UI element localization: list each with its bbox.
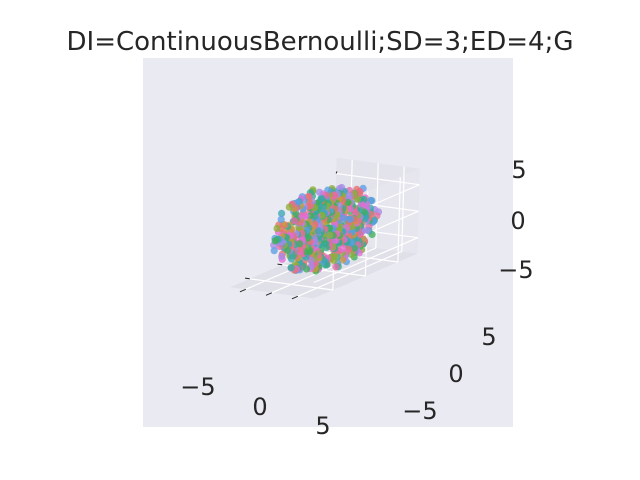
x-tick-label-3: 5 <box>315 412 330 440</box>
x-tick-label-2: 0 <box>252 393 267 421</box>
scatter-point <box>284 246 292 255</box>
scatter-point <box>290 217 298 225</box>
scatter-point <box>368 197 376 205</box>
scatter-point <box>287 264 295 272</box>
scatter-point <box>326 231 334 239</box>
scatter-point <box>278 209 286 217</box>
scatter-point <box>315 188 323 196</box>
x-tick-mark <box>265 292 272 296</box>
chart-title: DI=ContinuousBernoulli;SD=3;ED=4;G <box>67 27 574 57</box>
y-tick-label-2: 0 <box>448 360 463 388</box>
scatter-point <box>314 227 322 235</box>
x-tick-mark <box>239 288 246 293</box>
scatter-point <box>338 245 346 253</box>
scatter-point <box>330 237 338 245</box>
scatter-point <box>287 255 296 263</box>
x-tick-mark <box>291 295 298 300</box>
z-tick-label-2: 0 <box>510 207 525 235</box>
scatter-point <box>278 252 286 260</box>
scatter-point <box>346 215 354 223</box>
tick-group: −5 0 5 −5 0 5 −5 0 5 <box>180 156 533 440</box>
scatter-point <box>301 212 309 220</box>
scatter-point <box>271 237 279 245</box>
grid-line-z-back <box>336 172 420 186</box>
scatter-point <box>277 215 285 223</box>
scatter-point <box>273 224 281 232</box>
scatter-points <box>270 183 383 275</box>
z-tick-mark <box>335 171 338 174</box>
scatter-point <box>307 257 315 265</box>
y-tick-label-1: −5 <box>402 397 437 425</box>
z-tick-label-1: −5 <box>498 256 533 284</box>
scatter-point <box>270 247 278 255</box>
scatter-point <box>344 198 352 207</box>
scatter-point <box>330 256 338 264</box>
scatter-point <box>332 263 340 271</box>
z-tick-label-3: 5 <box>511 156 526 184</box>
y-tick-label-3: 5 <box>481 323 496 351</box>
y-tick-mark <box>244 277 250 280</box>
y-tick-mark <box>277 263 283 266</box>
scatter-point <box>339 214 347 222</box>
grid-line-y-left <box>397 177 401 263</box>
x-tick-label-1: −5 <box>180 373 215 401</box>
scatter-point <box>285 203 293 211</box>
